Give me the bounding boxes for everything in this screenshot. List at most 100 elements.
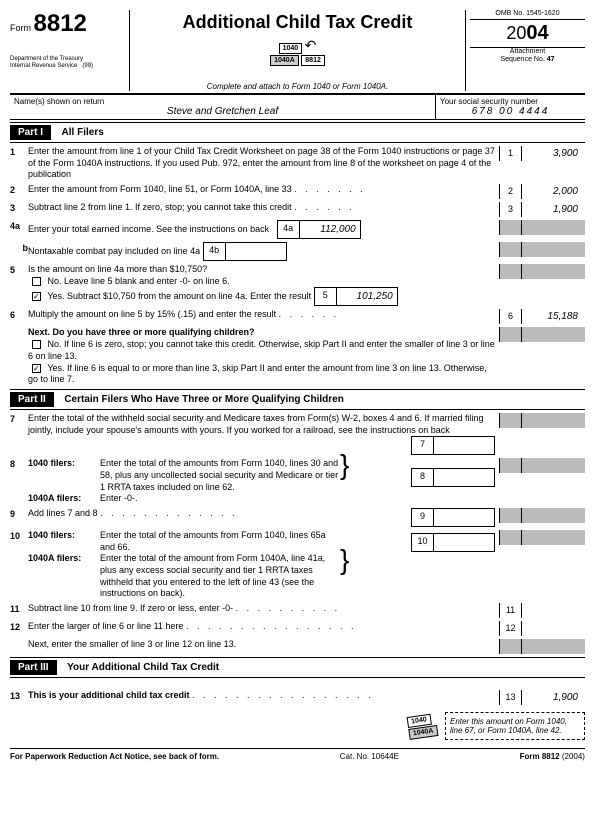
- box-5-val: 101,250: [337, 288, 397, 305]
- names-label: Name(s) shown on return: [14, 97, 104, 106]
- header-right: OMB No. 1545-1620 2004 AttachmentSequenc…: [465, 10, 585, 91]
- line-13-num: 13: [10, 690, 28, 701]
- box-12-num: 12: [500, 621, 522, 636]
- form-header: Form 8812 Department of the TreasuryInte…: [10, 10, 585, 95]
- box-3-val: 1,900: [522, 202, 582, 217]
- line-12-next: Next, enter the smaller of line 3 or lin…: [28, 639, 499, 651]
- box-8-num: 8: [412, 469, 434, 486]
- line-9-text: Add lines 7 and 8 . . . . . . . . . . . …: [28, 508, 499, 527]
- box-10-num: 10: [412, 534, 434, 551]
- box-7-val: [434, 437, 494, 454]
- line-4a-text: Enter your total earned income. See the …: [28, 220, 499, 239]
- box-2-num: 2: [500, 184, 522, 199]
- box-9-num: 9: [412, 509, 434, 526]
- box-11-num: 11: [500, 603, 522, 618]
- line-1-num: 1: [10, 146, 28, 157]
- part-2-header: Part II Certain Filers Who Have Three or…: [10, 389, 585, 410]
- omb-number: OMB No. 1545-1620: [470, 10, 585, 20]
- box-9-val: [434, 509, 494, 526]
- line-12-text: Enter the larger of line 6 or line 11 he…: [28, 621, 499, 633]
- part-3-badge: Part III: [10, 660, 57, 675]
- note-icon-group: 1040 1040A: [407, 712, 439, 740]
- checkbox-5-no[interactable]: [32, 277, 41, 286]
- line-3-text: Subtract line 2 from line 1. If zero, st…: [28, 202, 499, 214]
- line-8-text: 1040 filers:Enter the total of the amoun…: [28, 458, 499, 505]
- line-6-text: Multiply the amount on line 5 by 15% (.1…: [28, 309, 499, 321]
- icon-1040a: 1040A: [270, 55, 299, 66]
- form-subtitle: Complete and attach to Form 1040 or Form…: [136, 82, 459, 91]
- box-10-val: [434, 534, 494, 551]
- box-12-val: [522, 621, 582, 636]
- line-6-next: Next. Do you have three or more qualifyi…: [28, 327, 499, 385]
- attachment-seq: AttachmentSequence No. 47: [470, 48, 585, 65]
- checkbox-5-yes[interactable]: ✓: [32, 292, 41, 301]
- box-1-num: 1: [500, 146, 522, 161]
- part-3-title: Your Additional Child Tax Credit: [67, 662, 219, 673]
- header-left: Form 8812 Department of the TreasuryInte…: [10, 10, 130, 91]
- names-value: Steve and Gretchen Leaf: [14, 106, 431, 117]
- box-4a-val: 112,000: [300, 221, 360, 238]
- names-row: Name(s) shown on return Steve and Gretch…: [10, 95, 585, 120]
- footer-left: For Paperwork Reduction Act Notice, see …: [10, 752, 219, 761]
- box-11-val: [522, 603, 582, 618]
- box-1-val: 3,900: [522, 146, 582, 161]
- line-11-num: 11: [10, 603, 28, 614]
- part-1-badge: Part I: [10, 125, 51, 140]
- line-6-num: 6: [10, 309, 28, 320]
- dept-text: Department of the TreasuryInternal Reven…: [10, 56, 125, 69]
- line-2-num: 2: [10, 184, 28, 195]
- line-11-text: Subtract line 10 from line 9. If zero or…: [28, 603, 499, 615]
- box-4b-num: 4b: [204, 243, 226, 260]
- form-number: 8812: [34, 10, 87, 37]
- line-10-text: 1040 filers:Enter the total of the amoun…: [28, 530, 499, 600]
- box-6-val: 15,188: [522, 309, 582, 324]
- ssn-label: Your social security number: [440, 97, 538, 106]
- shade-4: [500, 220, 522, 235]
- line-5-text: Is the amount on line 4a more than $10,7…: [28, 264, 499, 306]
- line-7-num: 7: [10, 413, 28, 424]
- line-9-num: 9: [10, 508, 28, 519]
- line-7-text: Enter the total of the withheld social s…: [28, 413, 499, 455]
- checkbox-6-no[interactable]: [32, 340, 41, 349]
- header-mid: Additional Child Tax Credit 1040 ↶ 1040A…: [130, 10, 465, 91]
- line-13-text: This is your additional child tax credit…: [28, 690, 499, 702]
- line-5-num: 5: [10, 264, 28, 275]
- ssn-value: 678 00 4444: [440, 106, 581, 117]
- line-10-num: 10: [10, 530, 28, 541]
- line-4b-num: b: [10, 242, 28, 253]
- part-2-badge: Part II: [10, 392, 54, 407]
- box-4a-num: 4a: [278, 221, 300, 238]
- box-7-num: 7: [412, 437, 434, 454]
- footer-mid: Cat. No. 10644E: [340, 752, 399, 761]
- part-2-title: Certain Filers Who Have Three or More Qu…: [64, 394, 344, 405]
- box-13-val: 1,900: [522, 690, 582, 705]
- line-12-num: 12: [10, 621, 28, 632]
- box-8-val: [434, 469, 494, 486]
- line-3-num: 3: [10, 202, 28, 213]
- box-6-num: 6: [500, 309, 522, 324]
- tax-year: 2004: [470, 20, 585, 48]
- icon-1040: 1040: [279, 43, 303, 54]
- part-1-title: All Filers: [62, 127, 104, 138]
- box-2-val: 2,000: [522, 184, 582, 199]
- box-5-num: 5: [315, 288, 337, 305]
- line-4b-text: Nontaxable combat pay included on line 4…: [28, 242, 499, 261]
- line-4a-num: 4a: [10, 220, 28, 231]
- box-4b-val: [226, 243, 286, 260]
- line-2-text: Enter the amount from Form 1040, line 51…: [28, 184, 499, 196]
- box-3-num: 3: [500, 202, 522, 217]
- line-8-num: 8: [10, 458, 28, 469]
- arrow-icon-group: 1040 ↶ 1040A 8812: [270, 37, 325, 66]
- form-title: Additional Child Tax Credit: [136, 12, 459, 33]
- footer-right: Form 8812 (2004): [520, 752, 585, 761]
- icon-8812: 8812: [301, 55, 325, 66]
- form-label: Form: [10, 23, 31, 33]
- note-icon-1040a: 1040A: [409, 725, 439, 740]
- note-box: Enter this amount on Form 1040, line 67,…: [445, 712, 585, 740]
- line-1-text: Enter the amount from line 1 of your Chi…: [28, 146, 499, 181]
- box-13-num: 13: [500, 690, 522, 705]
- part-1-header: Part I All Filers: [10, 122, 585, 143]
- checkbox-6-yes[interactable]: ✓: [32, 364, 41, 373]
- part-3-header: Part III Your Additional Child Tax Credi…: [10, 657, 585, 678]
- page-footer: For Paperwork Reduction Act Notice, see …: [10, 748, 585, 761]
